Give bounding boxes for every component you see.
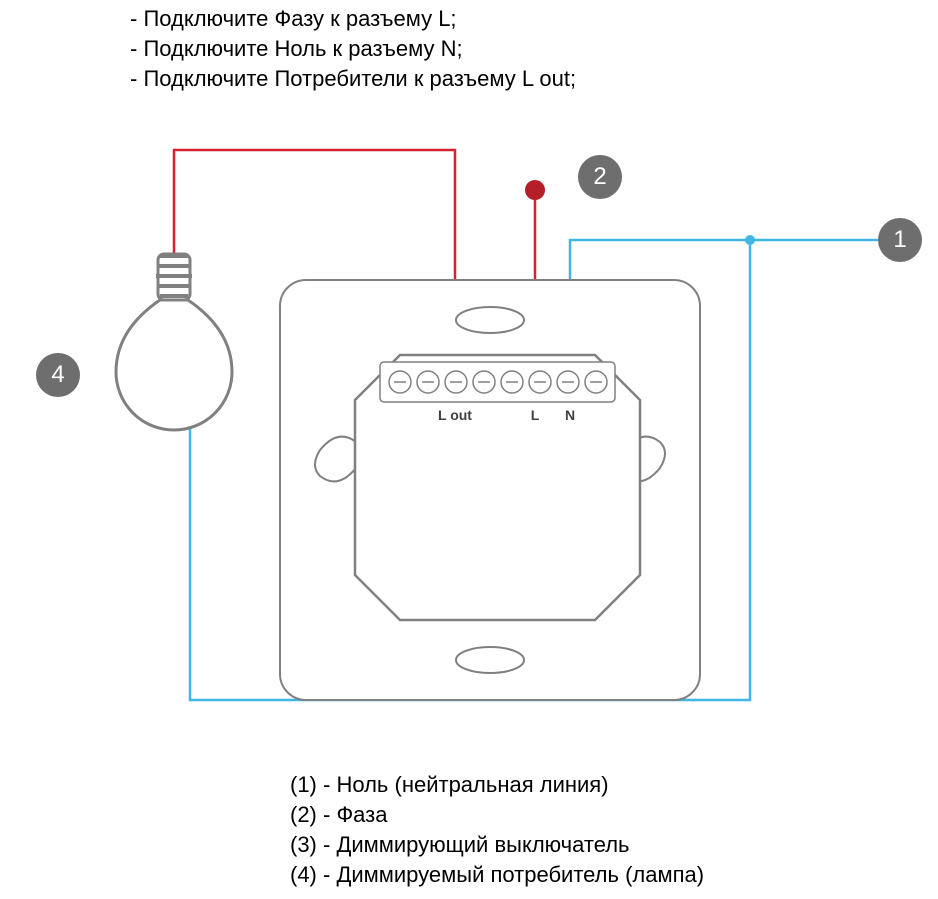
terminal-block [380,362,615,402]
phase-dot [525,180,545,200]
terminal-label-lout: L out [438,407,472,423]
wiring-diagram: L out L N [0,0,938,899]
terminal-label-n: N [565,407,575,423]
lamp-icon [116,254,232,430]
junction-neutral [745,235,755,245]
terminal-label-l: L [531,407,540,423]
